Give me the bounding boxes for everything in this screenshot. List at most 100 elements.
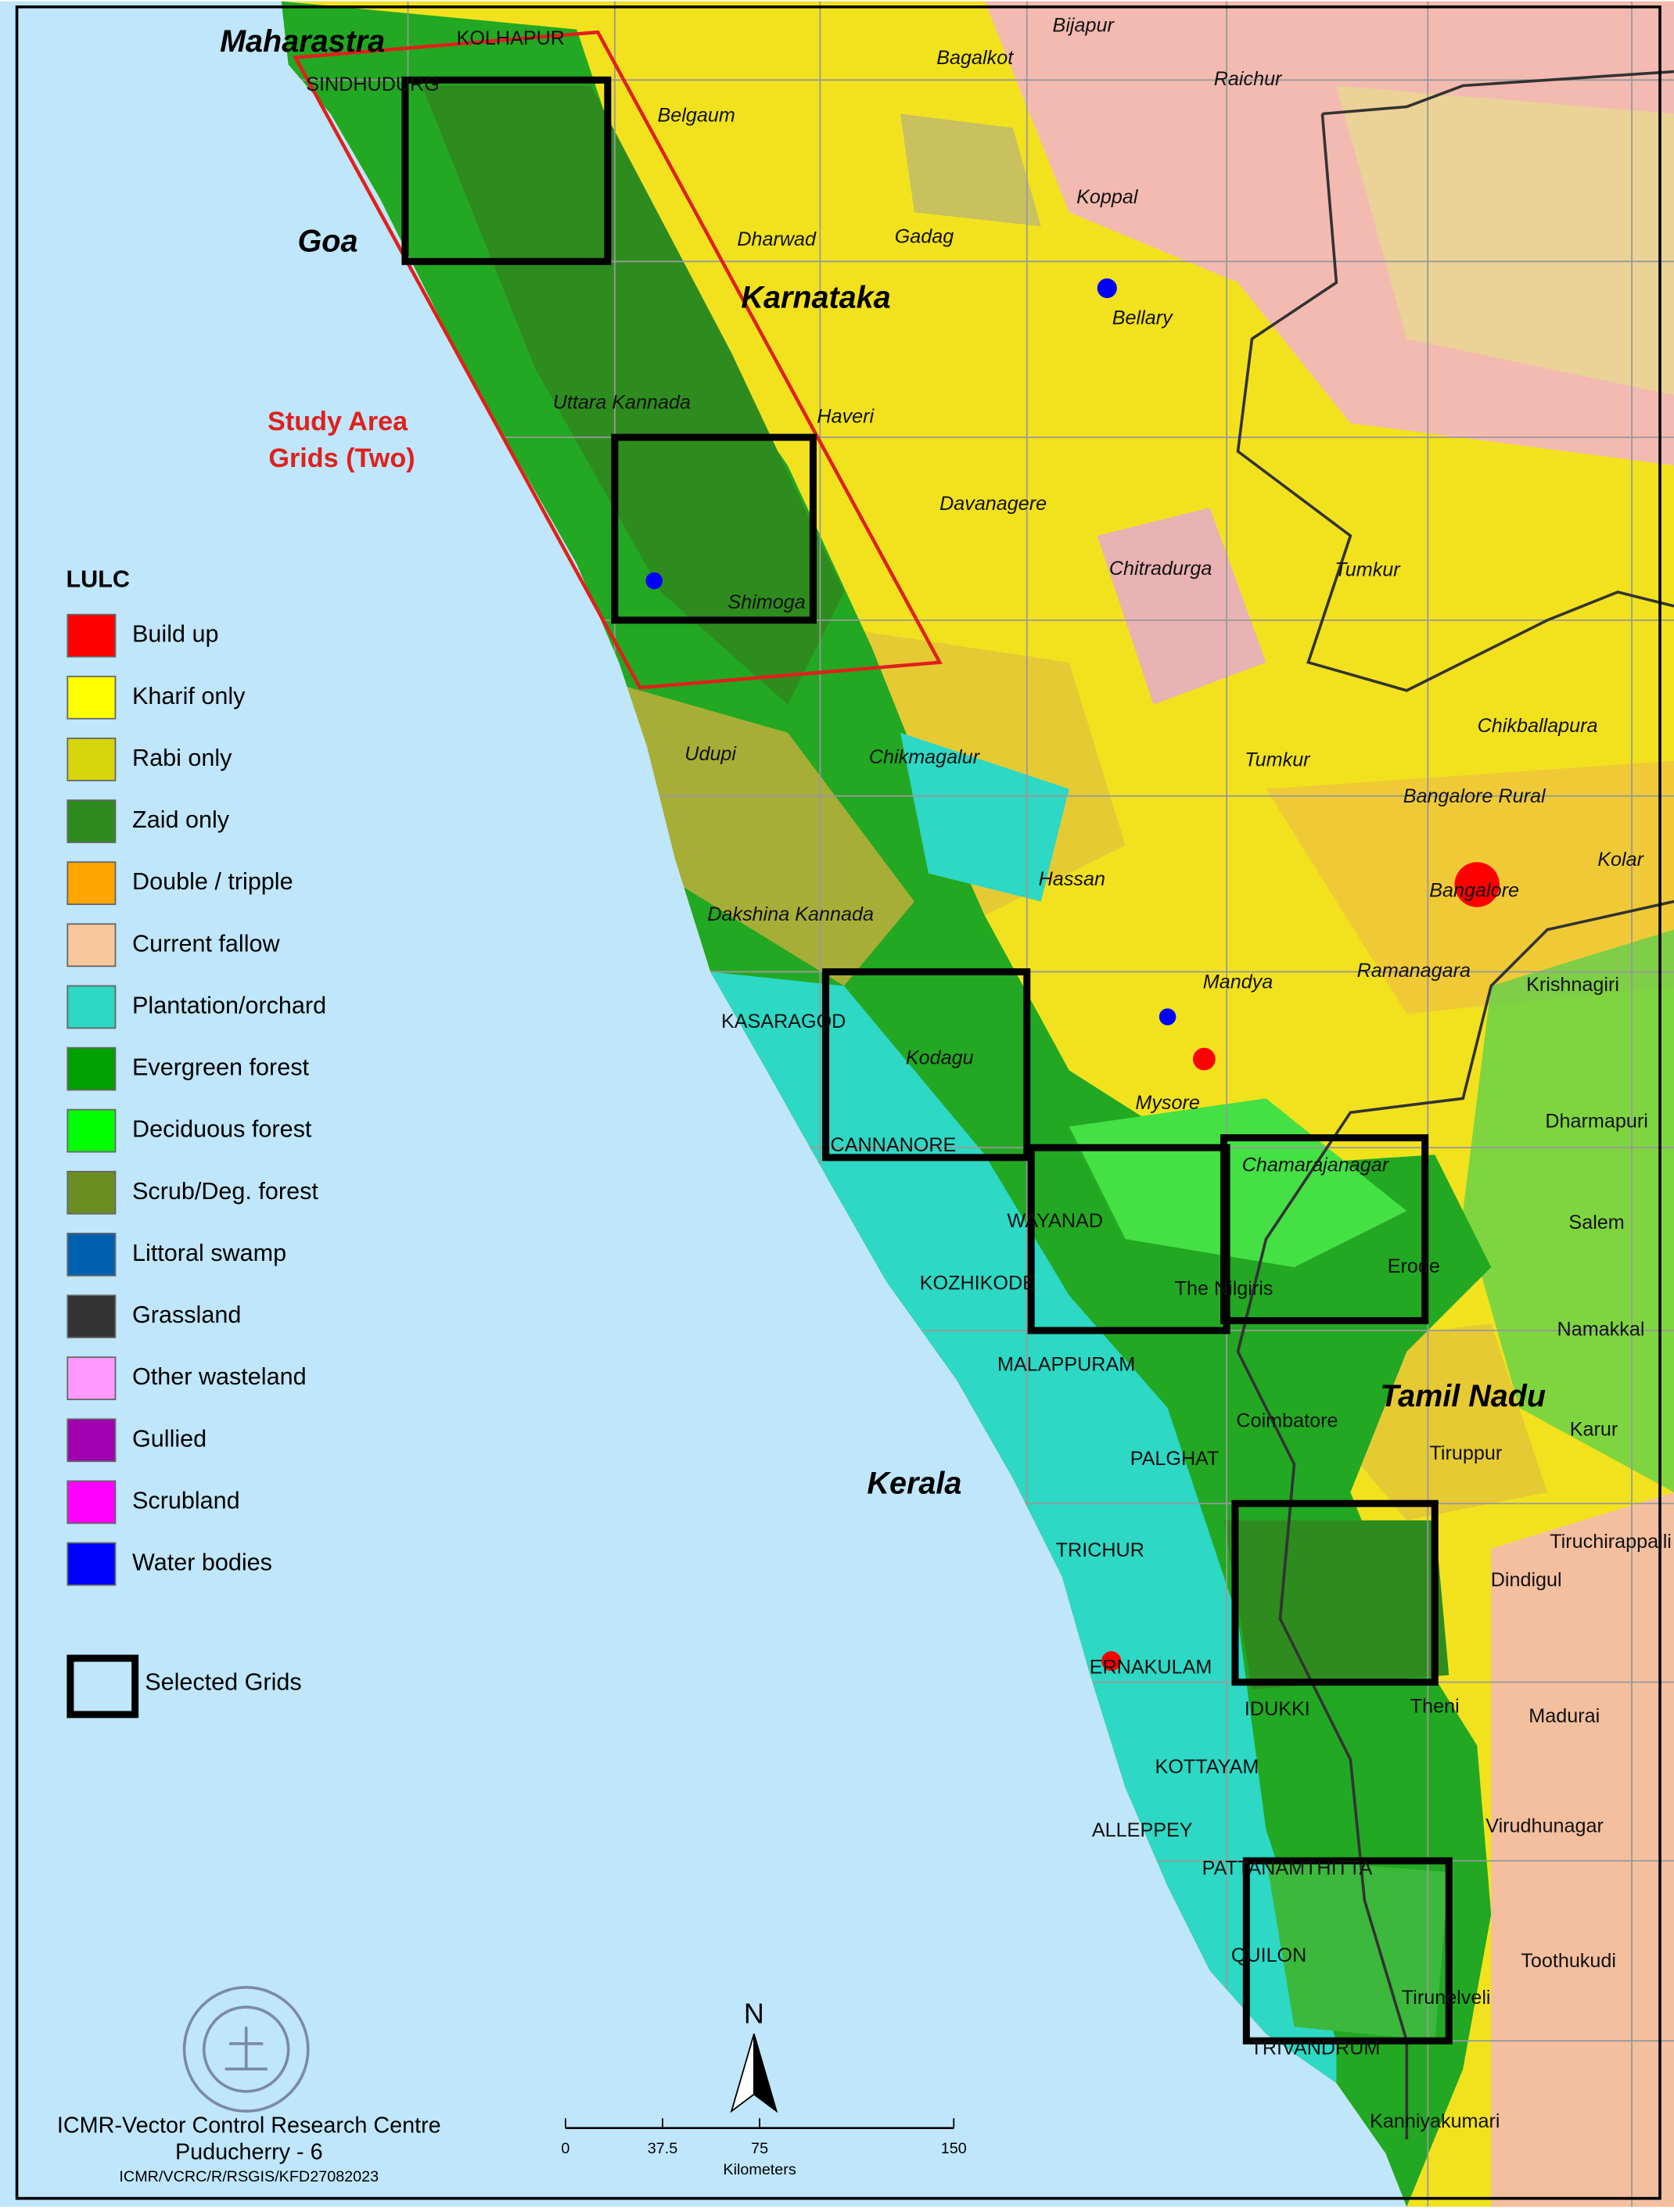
place-label: Ramanagara <box>1357 960 1471 982</box>
place-label: Bangalore <box>1429 880 1519 902</box>
place-labels: Maharastra KOLHAPUR SINDHUDURG Bijapur Bagal… <box>220 15 1672 2132</box>
place-label: Chikmagalur <box>869 746 981 768</box>
place-label: Theni <box>1410 1696 1460 1718</box>
place-label: Chitradurga <box>1109 558 1212 580</box>
place-label: Mandya <box>1203 971 1273 993</box>
place-label: Gadag <box>895 225 954 247</box>
legend-swatch <box>66 1108 117 1153</box>
place-label: Kerala <box>867 1466 961 1500</box>
place-label: Bangalore Rural <box>1403 785 1546 807</box>
legend-label: Kharif only <box>132 683 246 709</box>
study-area-outline <box>293 30 943 690</box>
place-label: Tumkur <box>1335 559 1401 581</box>
north-arrow <box>730 2033 778 2113</box>
place-label: ERNAKULAM <box>1090 1656 1212 1678</box>
place-label: TRIVANDRUM <box>1251 2038 1381 2059</box>
legend-swatch <box>66 985 117 1029</box>
place-label: Toothukudi <box>1521 1950 1616 1972</box>
place-label: Coimbatore <box>1236 1410 1338 1432</box>
place-label: Maharastra <box>220 24 385 59</box>
legend-swatch <box>66 738 117 781</box>
place-label: KOTTAYAM <box>1155 1756 1259 1778</box>
place-label: Tiruchirappalli <box>1550 1531 1672 1553</box>
study-area-label: Study Area <box>268 407 408 436</box>
place-label: Tamil Nadu <box>1380 1379 1546 1413</box>
north-label: N <box>744 1997 764 2029</box>
place-label: QUILON <box>1231 1944 1306 1966</box>
footer-text: ICMR/VCRC/R/RSGIS/KFD27082023 <box>119 2168 379 2185</box>
place-label: Goa <box>298 224 358 258</box>
legend-swatch <box>66 799 117 843</box>
legend-swatch <box>66 861 117 906</box>
legend-swatch <box>66 1542 117 1586</box>
place-label: CANNANORE <box>831 1134 957 1156</box>
place-label: Dindigul <box>1491 1569 1562 1591</box>
footer-text: ICMR-Vector Control Research Centre <box>57 2113 441 2138</box>
legend-label: Water bodies <box>132 1549 272 1576</box>
legend-label: Evergreen forest <box>132 1054 309 1081</box>
place-label: KOZHIKODE <box>920 1272 1036 1294</box>
place-label: Namakkal <box>1557 1319 1645 1341</box>
legend-label: Plantation/orchard <box>132 992 326 1018</box>
place-label: Bagalkot <box>936 47 1014 69</box>
place-label: Erode <box>1388 1255 1440 1277</box>
place-label: Tumkur <box>1245 749 1311 770</box>
scale-tick-label: 0 <box>561 2140 569 2157</box>
place-label: Belgaum <box>658 105 735 127</box>
scale-bar: 0 37.5 75 150 <box>561 2118 967 2157</box>
place-label: Dakshina Kannada <box>707 903 874 925</box>
legend-swatch <box>66 1356 117 1401</box>
place-label: IDUKKI <box>1245 1698 1310 1720</box>
legend-label: Grassland <box>132 1302 241 1328</box>
place-label: KASARAGOD <box>721 1011 846 1032</box>
footer-text: Puducherry - 6 <box>175 2140 323 2165</box>
place-label: KOLHAPUR <box>457 27 565 49</box>
legend-swatch <box>66 1047 117 1091</box>
legend-label: Scrubland <box>132 1488 240 1514</box>
legend-swatch <box>66 675 117 720</box>
place-label: Tirunelveli <box>1402 1987 1491 2009</box>
logo <box>182 1986 310 2113</box>
place-label: SINDHUDURG <box>306 74 440 95</box>
legend-swatch <box>66 613 117 658</box>
place-label: Raichur <box>1214 68 1283 90</box>
legend-label: Other wasteland <box>132 1363 307 1390</box>
place-label: The Nilgiris <box>1175 1278 1273 1300</box>
legend-label: Selected Grids <box>145 1668 301 1695</box>
place-label: Karur <box>1570 1418 1618 1440</box>
study-area-label: Grids (Two) <box>268 443 415 473</box>
place-label: Madurai <box>1529 1705 1600 1727</box>
place-label: Davanagere <box>939 493 1047 515</box>
legend-label: Current fallow <box>132 930 280 957</box>
place-label: Udupi <box>684 743 737 765</box>
place-label: PATTANAMTHITTA <box>1202 1857 1373 1879</box>
scale-tick-label: 75 <box>751 2140 768 2157</box>
legend-label: Rabi only <box>132 745 232 771</box>
place-label: Tiruppur <box>1429 1442 1502 1464</box>
selected-grids <box>401 76 1453 2045</box>
place-label: WAYANAD <box>1007 1210 1103 1232</box>
place-label: Shimoga <box>727 591 805 613</box>
place-label: Hassan <box>1039 868 1105 890</box>
place-label: PALGHAT <box>1130 1448 1220 1470</box>
place-label: Bellary <box>1112 307 1173 329</box>
legend-swatch <box>66 1480 117 1524</box>
legend-swatch <box>66 923 117 968</box>
legend-swatch <box>66 1295 117 1338</box>
place-label: Kolar <box>1597 849 1644 871</box>
scale-unit: Kilometers <box>723 2161 796 2178</box>
legend-label: Scrub/Deg. forest <box>132 1178 318 1205</box>
scale-tick-label: 150 <box>941 2140 967 2157</box>
legend-label: Zaid only <box>132 806 230 833</box>
place-label: Kanniyakumari <box>1370 2110 1500 2132</box>
place-label: Kodagu <box>906 1047 974 1069</box>
place-label: Koppal <box>1076 186 1139 208</box>
place-label: Dharwad <box>737 228 817 250</box>
place-label: Chikballapura <box>1478 715 1598 737</box>
legend-label: Gullied <box>132 1425 207 1452</box>
place-label: Mysore <box>1135 1092 1199 1114</box>
legend-grid-swatch <box>66 1654 139 1718</box>
scale-tick-label: 37.5 <box>648 2140 677 2157</box>
